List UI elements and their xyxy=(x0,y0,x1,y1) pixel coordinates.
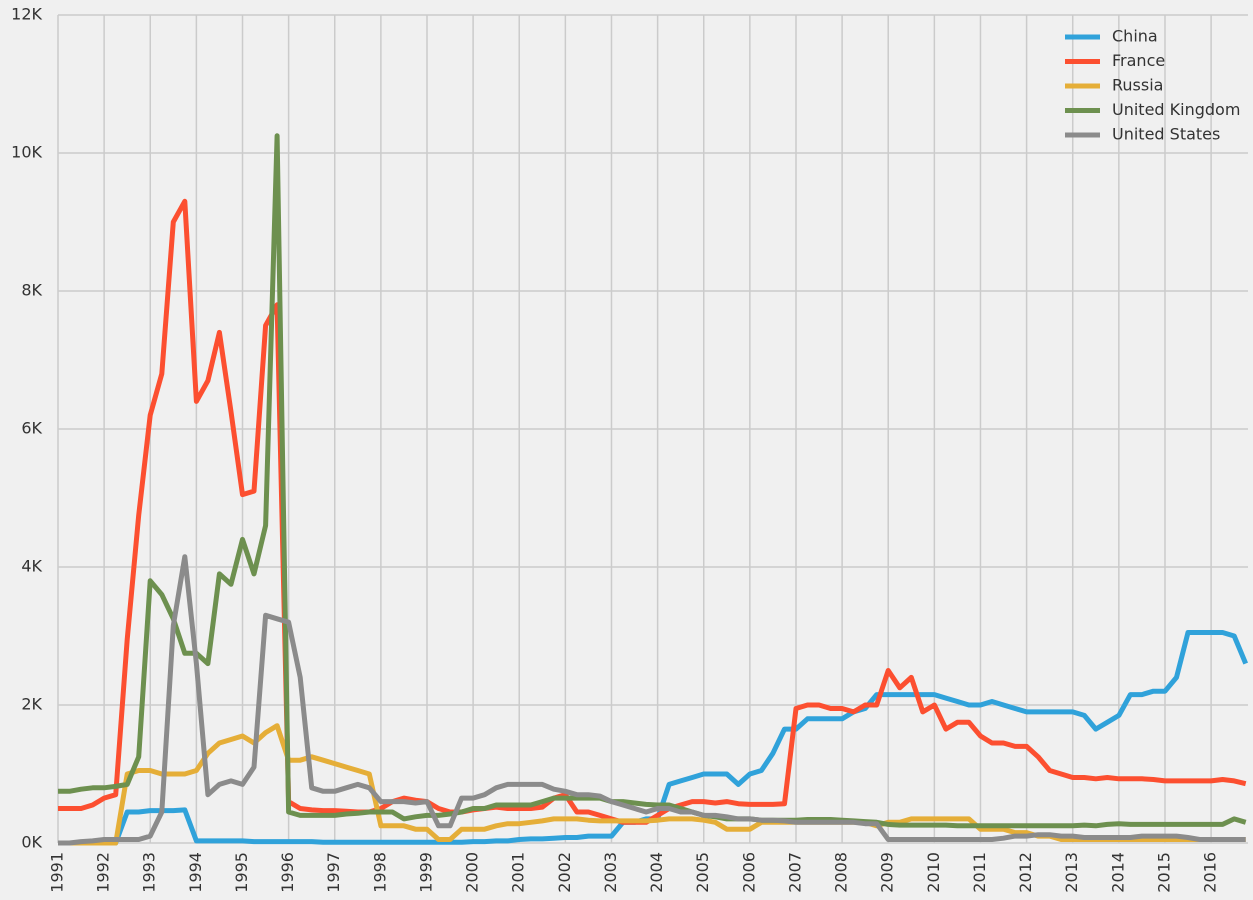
x-tick-label: 2006 xyxy=(739,852,758,893)
legend-label: Russia xyxy=(1112,76,1163,95)
y-tick-label: 6K xyxy=(21,419,42,438)
y-tick-label: 12K xyxy=(11,5,42,24)
x-tick-label: 2004 xyxy=(647,852,666,893)
y-tick-label: 2K xyxy=(21,695,42,714)
legend-label: France xyxy=(1112,51,1165,70)
legend-label: United Kingdom xyxy=(1112,100,1240,119)
y-tick-label: 4K xyxy=(21,557,42,576)
series-line xyxy=(58,554,1246,846)
x-tick-label: 1998 xyxy=(370,852,389,893)
x-tick-label: 1997 xyxy=(324,852,343,893)
x-tick-label: 1999 xyxy=(416,852,435,893)
x-tick-label: 2001 xyxy=(509,852,528,893)
y-tick-label: 10K xyxy=(11,143,42,162)
x-tick-label: 2002 xyxy=(555,852,574,893)
series-line xyxy=(58,133,1247,829)
x-tick-label: 1993 xyxy=(140,852,159,893)
y-tick-label: 8K xyxy=(21,281,42,300)
x-tick-label: 1992 xyxy=(94,852,113,893)
legend-label: China xyxy=(1112,27,1158,46)
x-tick-label: 2008 xyxy=(832,852,851,893)
x-tick-label: 2011 xyxy=(970,852,989,893)
x-tick-label: 2003 xyxy=(601,852,620,893)
x-tick-label: 2014 xyxy=(1108,852,1127,893)
y-tick-label: 0K xyxy=(21,833,42,852)
legend-label: United States xyxy=(1112,125,1220,144)
x-tick-label: 2012 xyxy=(1016,852,1035,893)
x-tick-label: 2016 xyxy=(1201,852,1220,893)
x-tick-label: 1991 xyxy=(48,852,67,893)
x-tick-label: 2005 xyxy=(693,852,712,893)
x-tick-label: 2013 xyxy=(1062,852,1081,893)
x-tick-label: 2010 xyxy=(924,852,943,893)
x-tick-label: 1995 xyxy=(232,852,251,893)
x-tick-label: 2009 xyxy=(878,852,897,893)
x-tick-label: 2007 xyxy=(785,852,804,893)
x-tick-label: 2015 xyxy=(1154,852,1173,893)
x-tick-label: 1996 xyxy=(278,852,297,893)
x-tick-label: 2000 xyxy=(463,852,482,893)
x-tick-label: 1994 xyxy=(186,852,205,893)
